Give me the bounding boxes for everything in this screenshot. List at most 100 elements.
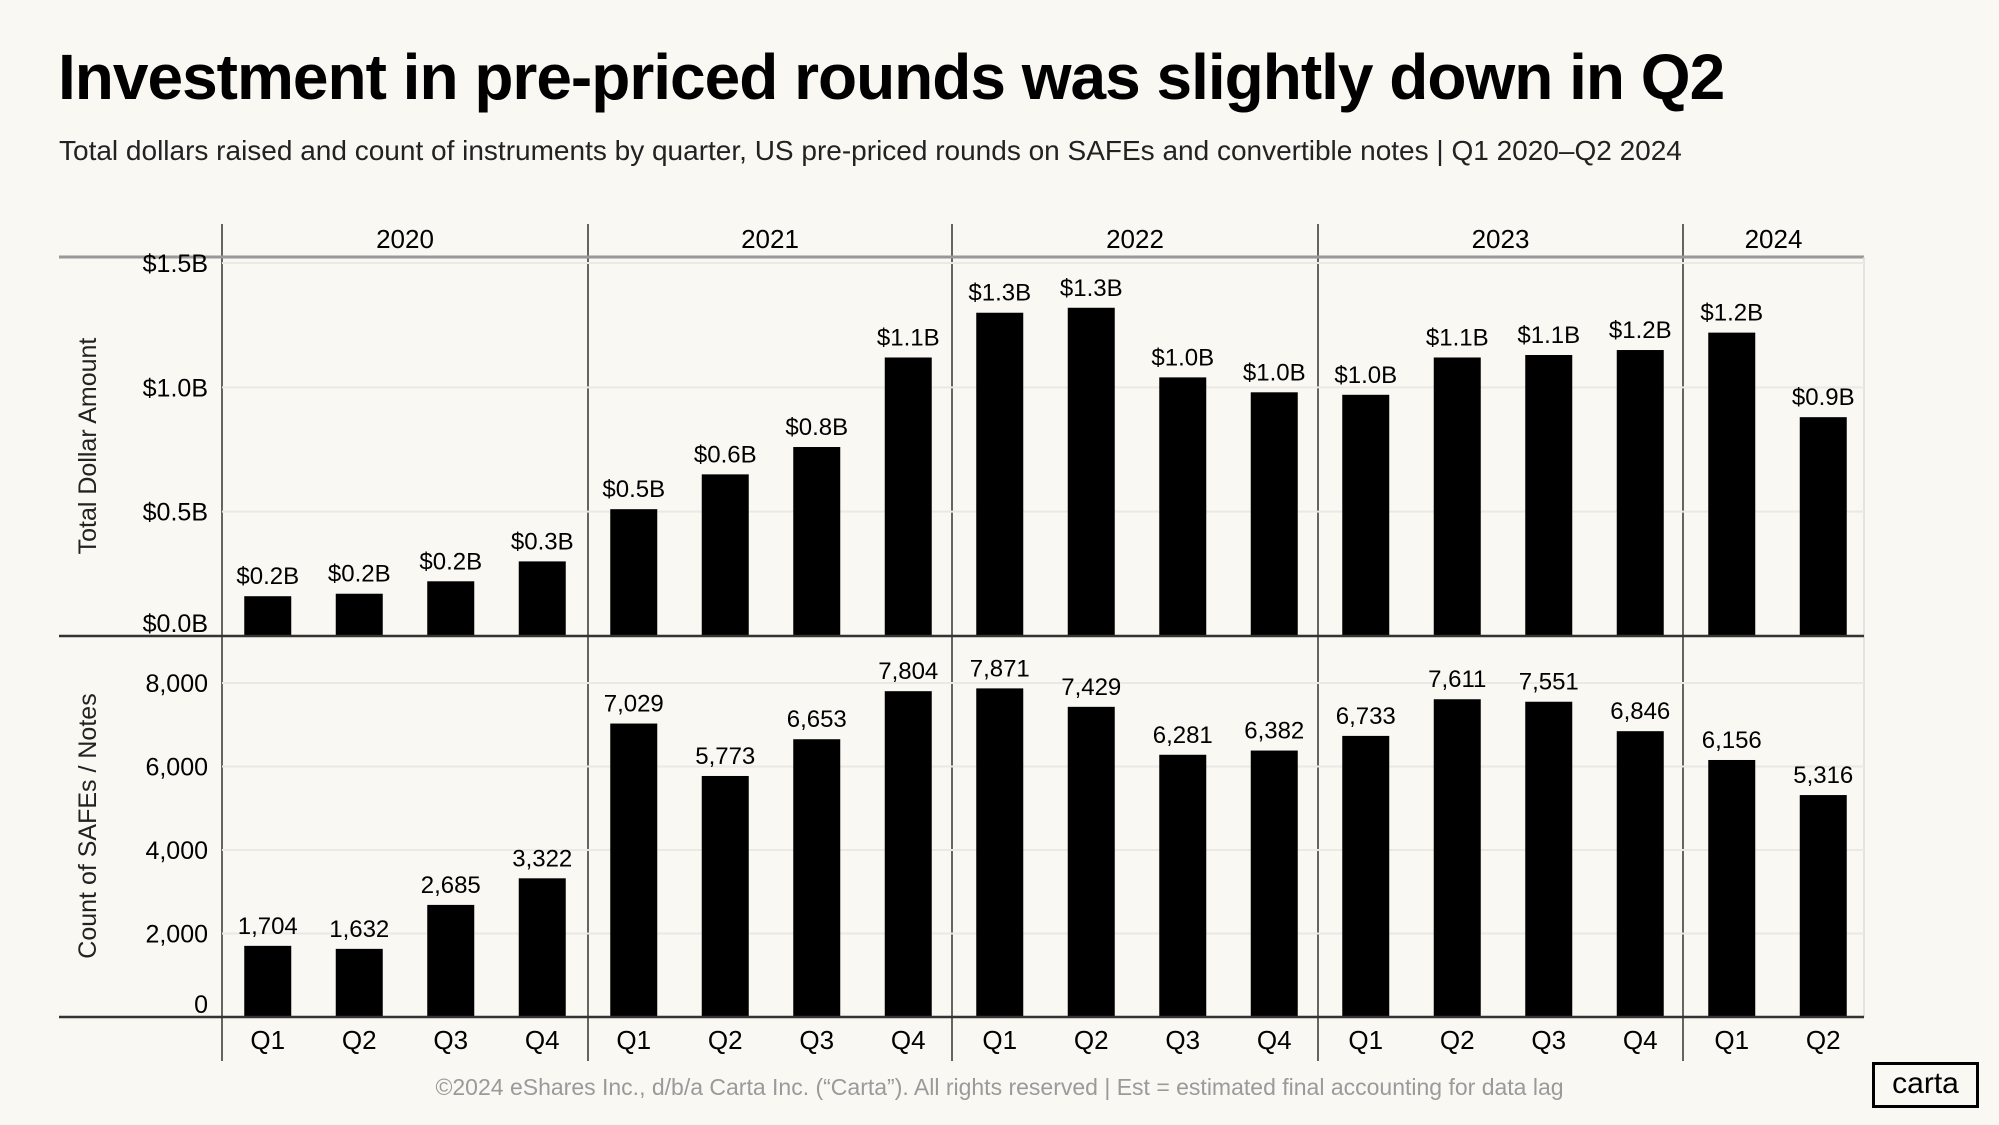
data-label: 7,871 bbox=[970, 655, 1030, 682]
data-label: 6,156 bbox=[1702, 727, 1762, 754]
bar bbox=[701, 775, 749, 1017]
data-label: 6,281 bbox=[1153, 722, 1213, 749]
y-tick-label: $1.0B bbox=[143, 374, 208, 402]
data-label: $0.2B bbox=[419, 548, 482, 575]
bar bbox=[1067, 706, 1115, 1017]
bar bbox=[244, 945, 292, 1017]
bar bbox=[1250, 392, 1298, 636]
x-tick-label: Q4 bbox=[525, 1025, 560, 1055]
bar bbox=[1159, 754, 1207, 1017]
bar bbox=[335, 948, 383, 1017]
bar bbox=[427, 904, 475, 1017]
year-label: 2021 bbox=[741, 224, 799, 254]
x-tick-label: Q2 bbox=[1440, 1025, 1475, 1055]
bar bbox=[1616, 350, 1664, 636]
bar bbox=[976, 688, 1024, 1017]
bar bbox=[1433, 699, 1481, 1017]
data-label: $1.1B bbox=[877, 324, 940, 351]
x-tick-label: Q3 bbox=[1165, 1025, 1200, 1055]
bar bbox=[1342, 394, 1390, 636]
bar bbox=[335, 593, 383, 636]
bar bbox=[610, 509, 658, 636]
data-label: 7,551 bbox=[1519, 669, 1579, 696]
y-axis-title: Count of SAFEs / Notes bbox=[74, 693, 102, 958]
bar bbox=[1433, 357, 1481, 636]
data-label: $0.2B bbox=[236, 563, 299, 590]
data-label: $0.6B bbox=[694, 441, 757, 468]
bar bbox=[1799, 795, 1847, 1017]
bar bbox=[1708, 332, 1756, 636]
x-tick-label: Q1 bbox=[1714, 1025, 1749, 1055]
bar bbox=[1525, 355, 1573, 636]
bar bbox=[976, 312, 1024, 636]
x-tick-label: Q1 bbox=[250, 1025, 285, 1055]
bar bbox=[884, 357, 932, 636]
y-tick-label: 4,000 bbox=[145, 837, 208, 865]
data-label: $0.3B bbox=[511, 528, 574, 555]
y-tick-label: 6,000 bbox=[145, 754, 208, 782]
year-label: 2022 bbox=[1106, 224, 1164, 254]
data-label: 5,773 bbox=[695, 743, 755, 770]
bar bbox=[1342, 735, 1390, 1017]
x-tick-label: Q4 bbox=[1623, 1025, 1658, 1055]
data-label: 6,653 bbox=[787, 706, 847, 733]
data-label: 6,846 bbox=[1610, 698, 1670, 725]
data-label: $0.8B bbox=[785, 414, 848, 441]
data-label: 7,429 bbox=[1061, 674, 1121, 701]
x-tick-label: Q1 bbox=[982, 1025, 1017, 1055]
bar bbox=[884, 691, 932, 1017]
bar bbox=[1799, 417, 1847, 636]
x-tick-label: Q3 bbox=[433, 1025, 468, 1055]
chart-subtitle: Total dollars raised and count of instru… bbox=[59, 135, 1682, 166]
bar bbox=[793, 447, 841, 636]
bar bbox=[1708, 759, 1756, 1017]
bar bbox=[701, 474, 749, 636]
data-label: $1.0B bbox=[1334, 362, 1397, 389]
carta-logo: carta bbox=[1872, 1062, 1979, 1108]
data-label: $0.9B bbox=[1792, 384, 1855, 411]
bar bbox=[518, 878, 566, 1017]
data-label: 2,685 bbox=[421, 872, 481, 899]
y-tick-label: $0.5B bbox=[143, 499, 208, 527]
data-label: $1.0B bbox=[1151, 344, 1214, 371]
chart-title: Investment in pre-priced rounds was slig… bbox=[58, 41, 1725, 113]
y-axis-title: Total Dollar Amount bbox=[74, 338, 102, 555]
data-label: $1.3B bbox=[1060, 275, 1123, 302]
data-label: $1.1B bbox=[1517, 322, 1580, 349]
y-tick-label: $1.5B bbox=[143, 250, 208, 278]
bar bbox=[427, 581, 475, 636]
data-label: 3,322 bbox=[512, 845, 572, 872]
data-label: 7,804 bbox=[878, 658, 938, 685]
x-tick-label: Q2 bbox=[1806, 1025, 1841, 1055]
data-label: 5,316 bbox=[1793, 762, 1853, 789]
x-tick-label: Q4 bbox=[891, 1025, 926, 1055]
y-tick-label: 8,000 bbox=[145, 670, 208, 698]
x-tick-label: Q2 bbox=[1074, 1025, 1109, 1055]
data-label: $1.3B bbox=[968, 280, 1031, 307]
bar bbox=[1159, 377, 1207, 636]
year-label: 2024 bbox=[1745, 224, 1803, 254]
x-tick-label: Q1 bbox=[1348, 1025, 1383, 1055]
footer-copyright: ©2024 eShares Inc., d/b/a Carta Inc. (“C… bbox=[435, 1074, 1564, 1100]
y-tick-label: 2,000 bbox=[145, 921, 208, 949]
data-label: $1.2B bbox=[1700, 300, 1763, 327]
data-label: $0.2B bbox=[328, 561, 391, 588]
bar bbox=[244, 596, 292, 636]
data-label: $1.2B bbox=[1609, 317, 1672, 344]
data-label: 7,611 bbox=[1428, 666, 1486, 693]
bar bbox=[793, 739, 841, 1017]
y-tick-label: $0.0B bbox=[143, 610, 208, 638]
data-label: $0.5B bbox=[602, 476, 665, 503]
x-tick-label: Q3 bbox=[799, 1025, 834, 1055]
data-label: 6,733 bbox=[1336, 703, 1396, 730]
data-label: $1.1B bbox=[1426, 324, 1489, 351]
data-label: $1.0B bbox=[1243, 359, 1306, 386]
x-tick-label: Q4 bbox=[1257, 1025, 1292, 1055]
x-tick-label: Q3 bbox=[1531, 1025, 1566, 1055]
bar bbox=[1250, 750, 1298, 1017]
bar bbox=[1525, 701, 1573, 1017]
year-label: 2023 bbox=[1472, 224, 1530, 254]
y-tick-label: 0 bbox=[194, 991, 208, 1019]
data-label: 1,704 bbox=[238, 913, 298, 940]
